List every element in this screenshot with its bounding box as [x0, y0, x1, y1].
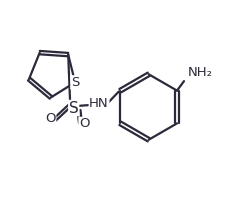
Text: HN: HN [89, 97, 109, 110]
Text: NH₂: NH₂ [188, 66, 213, 79]
Text: S: S [71, 76, 79, 89]
Text: O: O [79, 117, 90, 130]
Text: O: O [45, 112, 56, 125]
Text: S: S [69, 101, 79, 116]
